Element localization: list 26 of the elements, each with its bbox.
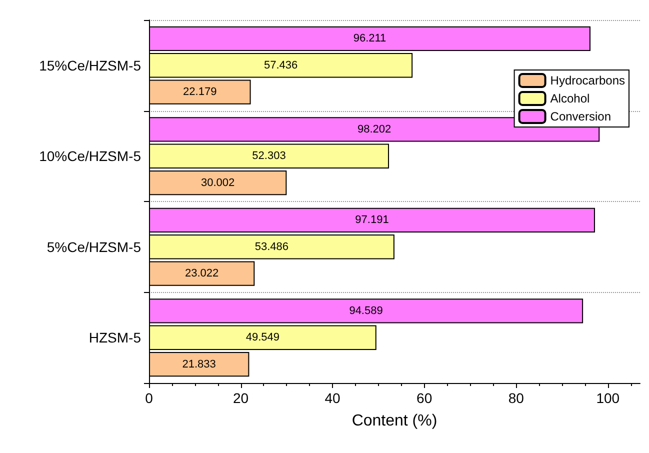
legend-label: Hydrocarbons (550, 74, 625, 88)
data-label: 22.179 (183, 86, 217, 98)
y-tick-label: HZSM-5 (88, 330, 142, 346)
data-label: 96.211 (353, 32, 386, 45)
data-label: 30.002 (201, 176, 235, 189)
data-label: 49.549 (246, 332, 280, 344)
data-label: 23.022 (184, 268, 219, 280)
x-tick-label: 20 (232, 390, 249, 406)
data-label: 94.589 (349, 304, 383, 317)
x-tick-label: 80 (508, 390, 524, 406)
y-tick-label: 10%Ce/HZSM-5 (39, 148, 142, 164)
data-label: 21.833 (182, 358, 216, 370)
x-tick-label: 60 (416, 390, 432, 406)
x-axis-title: Content (%) (352, 412, 438, 430)
data-label: 52.303 (252, 150, 286, 162)
x-tick-label: 40 (324, 390, 341, 406)
y-tick-label: 5%Ce/HZSM-5 (46, 238, 142, 255)
legend-label: Alcohol (550, 92, 590, 106)
y-tick-label: 15%Ce/HZSM-5 (39, 57, 142, 74)
data-label: 98.202 (357, 123, 392, 136)
x-tick-label: 100 (596, 390, 620, 406)
legend-label: Conversion (550, 110, 611, 124)
data-label: 57.436 (264, 59, 298, 72)
data-label: 97.191 (355, 214, 389, 226)
data-label: 53.486 (254, 240, 289, 253)
x-tick-label: 0 (145, 390, 154, 406)
